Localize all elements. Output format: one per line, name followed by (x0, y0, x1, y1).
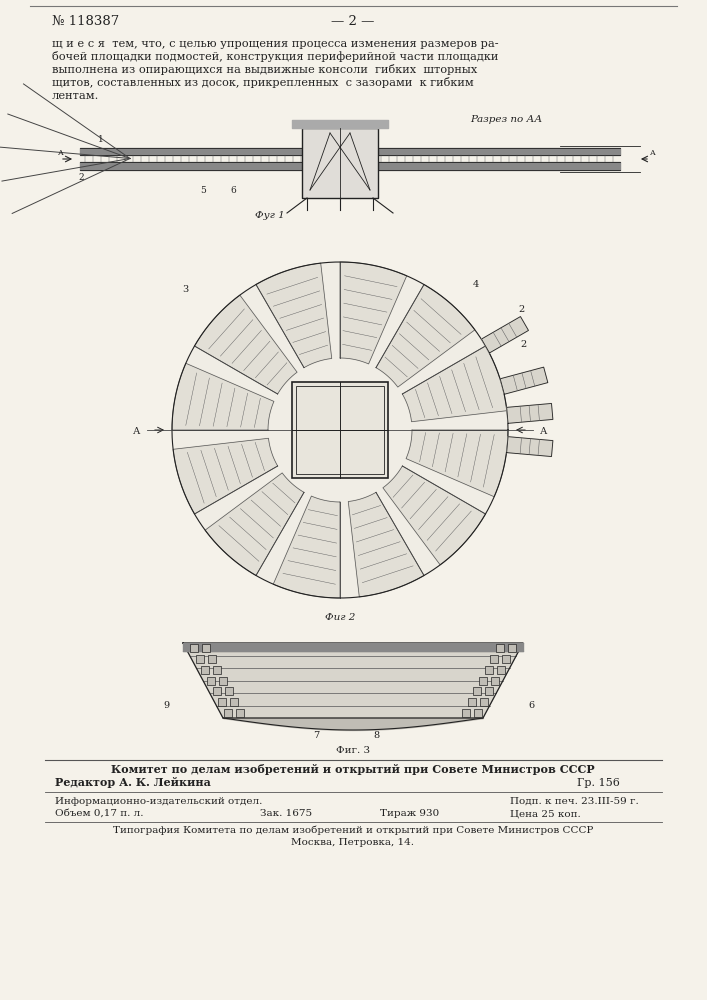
Bar (201, 666, 209, 674)
Bar (207, 676, 215, 684)
Bar (485, 687, 493, 695)
Text: Гр. 156: Гр. 156 (577, 778, 620, 788)
Text: 2: 2 (78, 173, 83, 182)
Bar (462, 709, 470, 717)
Text: Редактор А. К. Лейкина: Редактор А. К. Лейкина (55, 777, 211, 788)
Text: № 118387: № 118387 (52, 15, 119, 28)
Text: Комитет по делам изобретений и открытий при Совете Министров СССР: Комитет по делам изобретений и открытий … (111, 764, 595, 775)
Text: лентам.: лентам. (52, 91, 100, 101)
Bar (292, 382, 388, 478)
Text: 9: 9 (163, 701, 169, 710)
Text: выполнена из опирающихся на выдвижные консоли  гибких  шторных: выполнена из опирающихся на выдвижные ко… (52, 64, 477, 75)
Text: А: А (540, 428, 547, 436)
Bar (473, 687, 481, 695)
Bar (479, 676, 487, 684)
Bar (508, 644, 516, 652)
Polygon shape (172, 363, 274, 430)
Text: Информационно-издательский отдел.: Информационно-издательский отдел. (55, 797, 262, 806)
Text: 6: 6 (230, 186, 235, 195)
Text: А: А (650, 149, 656, 157)
Text: 8: 8 (373, 731, 379, 740)
Bar (208, 655, 216, 663)
Text: 3: 3 (182, 285, 188, 294)
Polygon shape (507, 403, 553, 423)
Text: — 2 —: — 2 — (332, 15, 375, 28)
Bar (213, 687, 221, 695)
Polygon shape (194, 295, 297, 394)
Bar (474, 709, 482, 717)
Text: Москва, Петровка, 14.: Москва, Петровка, 14. (291, 838, 414, 847)
Text: Зак. 1675: Зак. 1675 (260, 809, 312, 818)
Bar (196, 655, 204, 663)
Polygon shape (274, 496, 340, 598)
Text: 6: 6 (528, 701, 534, 710)
Bar (190, 644, 198, 652)
Bar (230, 698, 238, 706)
Text: 4: 4 (473, 280, 479, 289)
Polygon shape (183, 643, 523, 718)
Text: щитов, составленных из досок, прикрепленных  с зазорами  к гибким: щитов, составленных из досок, прикреплен… (52, 77, 474, 88)
Text: 2: 2 (518, 305, 525, 314)
Bar (219, 676, 227, 684)
Polygon shape (256, 263, 332, 368)
Text: Цена 25 коп.: Цена 25 коп. (510, 809, 580, 818)
Polygon shape (383, 466, 486, 565)
Bar (202, 644, 210, 652)
Bar (491, 655, 498, 663)
Bar (236, 709, 244, 717)
Text: А: А (133, 428, 140, 436)
Polygon shape (205, 473, 304, 575)
Bar (296, 386, 384, 474)
Bar (479, 698, 488, 706)
Text: 7: 7 (313, 731, 320, 740)
Polygon shape (172, 262, 508, 598)
Polygon shape (402, 346, 507, 422)
Bar (214, 666, 221, 674)
Bar (302, 128, 378, 198)
Polygon shape (481, 317, 528, 353)
Text: Фиг 2: Фиг 2 (325, 613, 355, 622)
Polygon shape (501, 367, 548, 394)
Text: 1: 1 (98, 135, 104, 144)
Bar (503, 655, 510, 663)
Text: Типография Комитета по делам изобретений и открытий при Совете Министров СССР: Типография Комитета по делам изобретений… (113, 826, 593, 835)
Text: Подп. к печ. 23.III-59 г.: Подп. к печ. 23.III-59 г. (510, 797, 638, 806)
Polygon shape (507, 437, 553, 457)
Polygon shape (173, 438, 278, 514)
Bar (467, 698, 476, 706)
Bar (497, 666, 505, 674)
Bar (218, 698, 226, 706)
Text: Разрез по АА: Разрез по АА (470, 115, 542, 124)
Polygon shape (349, 492, 424, 597)
Bar (491, 676, 499, 684)
Text: Фиг. 3: Фиг. 3 (336, 746, 370, 755)
Text: 2: 2 (520, 340, 526, 349)
Text: 5: 5 (200, 186, 206, 195)
Text: бочей площадки подмостей, конструкция периферийной части площадки: бочей площадки подмостей, конструкция пе… (52, 51, 498, 62)
Bar (224, 709, 232, 717)
Text: Тираж 930: Тираж 930 (380, 809, 439, 818)
Polygon shape (406, 430, 508, 497)
Polygon shape (340, 262, 407, 364)
Bar (485, 666, 493, 674)
Bar (496, 644, 504, 652)
Text: Объем 0,17 п. л.: Объем 0,17 п. л. (55, 809, 144, 818)
Polygon shape (376, 285, 475, 387)
Text: А: А (58, 149, 64, 157)
Text: Фуг 1: Фуг 1 (255, 211, 285, 220)
Text: щ и е с я  тем, что, с целью упрощения процесса изменения размеров ра-: щ и е с я тем, что, с целью упрощения пр… (52, 39, 498, 49)
Bar (225, 687, 233, 695)
Text: 1: 1 (523, 413, 530, 422)
